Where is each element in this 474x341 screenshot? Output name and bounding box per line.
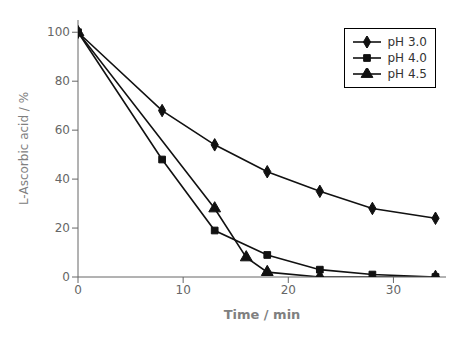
svg-text:40: 40 [55,172,70,186]
svg-text:Time / min: Time / min [224,307,301,322]
svg-text:L-Ascorbic acid / %: L-Ascorbic acid / % [17,92,31,205]
svg-text:100: 100 [47,25,70,39]
svg-text:0: 0 [74,283,82,297]
svg-text:80: 80 [55,74,70,88]
html-text:pH 3.0: pH 3.0 [387,35,427,49]
svg-text:0: 0 [62,270,70,284]
svg-text:20: 20 [55,221,70,235]
svg-text:10: 10 [176,283,191,297]
svg-text:60: 60 [55,123,70,137]
svg-text:30: 30 [386,283,401,297]
html-text:pH 4.5: pH 4.5 [387,67,427,81]
html-text:pH 4.0: pH 4.0 [387,51,427,65]
svg-text:20: 20 [281,283,296,297]
